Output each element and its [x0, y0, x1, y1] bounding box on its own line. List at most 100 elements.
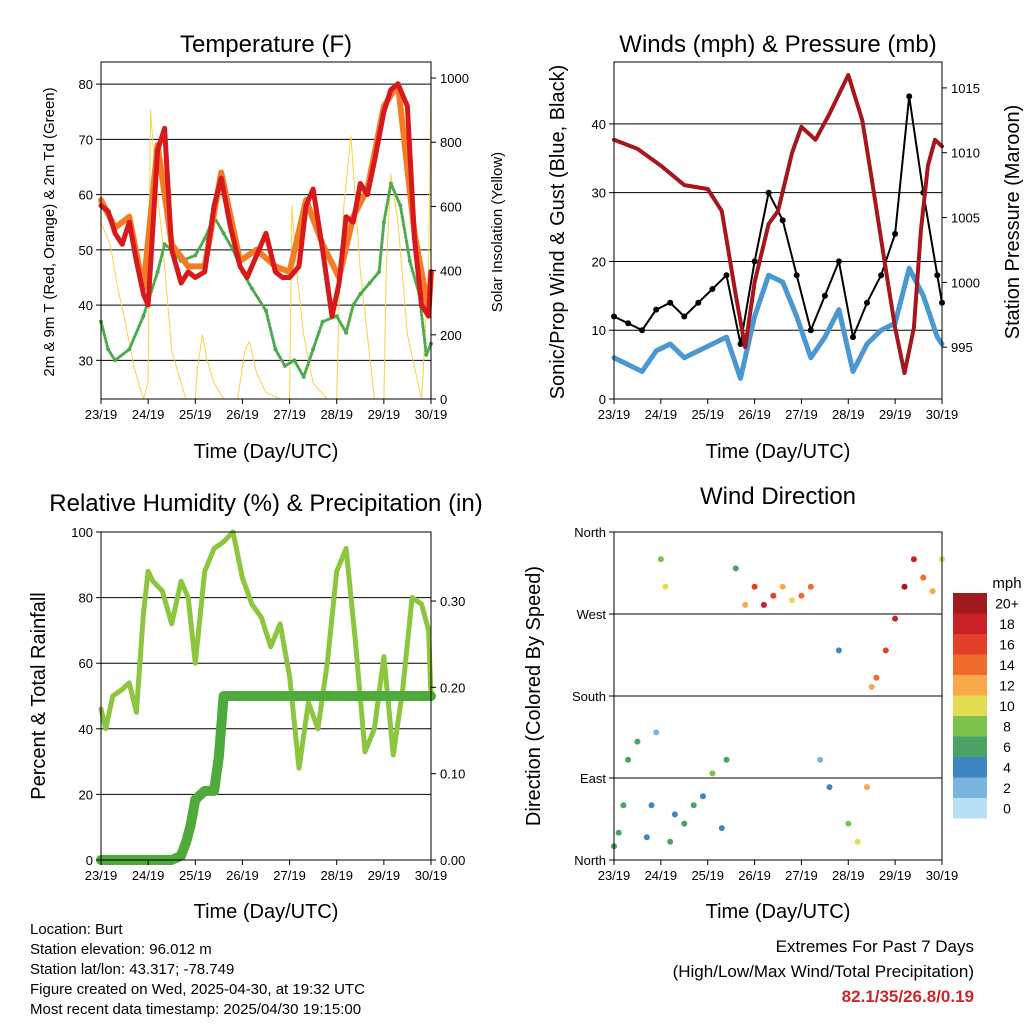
humidity-ylabel-left: Percent & Total Rainfall: [28, 592, 50, 800]
dewpoint-point: [358, 292, 363, 296]
humidity-x-tick-label: 27/19: [273, 868, 306, 883]
direction-gridlines: [614, 531, 942, 861]
direction-x-tick-label: 27/19: [785, 868, 818, 883]
speed-legend-swatch: [953, 798, 987, 819]
extremes-block: Extremes For Past 7 Days (High/Low/Max W…: [673, 934, 974, 1009]
winds-plot-area: [611, 73, 945, 381]
winds-x-tick-label: 23/19: [598, 407, 631, 422]
station-elevation: Station elevation: 96.012 m: [30, 941, 212, 958]
temperature-y-tick-label: 30: [79, 353, 93, 368]
wind-direction-point: [657, 556, 664, 563]
dewpoint-point: [388, 181, 393, 186]
wind-direction-point: [817, 756, 824, 763]
humidity-x-tick-label: 28/19: [320, 868, 353, 883]
wind-direction-point: [789, 597, 796, 604]
wind-direction-point: [901, 583, 908, 590]
temperature-x-tick-label: 24/19: [132, 407, 165, 422]
winds-y2-tick-label: 1010: [951, 146, 980, 161]
dewpoint-point: [202, 236, 207, 241]
direction-x-tick-label: 30/19: [926, 868, 959, 883]
temperature-x-tick-label: 28/19: [320, 407, 353, 422]
wind-gust-point: [878, 272, 885, 279]
winds-ylabel-left: Sonic/Prop Wind & Gust (Blue, Black): [547, 65, 569, 400]
temperature-y2-tick-label: 400: [440, 264, 462, 279]
wind-gust-point: [723, 272, 730, 279]
dewpoint-point: [377, 269, 382, 274]
temperature-y2-tick-label: 800: [440, 135, 462, 150]
dewpoint-point: [407, 258, 412, 263]
speed-legend-label: 16: [999, 636, 1015, 652]
dewpoint-point: [320, 319, 325, 324]
dewpoint-point: [249, 286, 254, 291]
dewpoint-point: [292, 358, 297, 363]
humidity-ticks: 0 20 40 60 80 100 0.00 0.10 0.20 0.30 23/19 24/19 25…: [71, 525, 465, 883]
temperature-y-tick-label: 80: [79, 77, 93, 92]
winds-y-tick-label: 20: [592, 254, 606, 269]
wind-gust-point: [835, 258, 842, 265]
humidity-y-tick-label: 80: [79, 591, 93, 606]
wind-gust-point: [934, 272, 941, 279]
speed-legend-swatch: [953, 757, 987, 778]
winds-x-tick-label: 26/19: [738, 407, 771, 422]
dewpoint-point: [106, 347, 111, 352]
speed-legend-swatch: [953, 634, 987, 655]
humidity-y-tick-label: 60: [79, 656, 93, 671]
extremes-heading: Extremes For Past 7 Days: [775, 937, 974, 956]
wind-direction-point: [845, 820, 852, 827]
humidity-frame: [100, 531, 432, 861]
humidity-title: Relative Humidity (%) & Precipitation (i…: [49, 490, 482, 517]
winds-y2-tick-label: 995: [951, 340, 973, 355]
dewpoint-point: [351, 303, 356, 308]
pressure-line: [612, 73, 944, 376]
humidity-y2-tick-label: 0.30: [440, 594, 465, 609]
wind-direction-point: [718, 825, 725, 832]
wind-gust-point: [737, 341, 744, 347]
winds-y-tick-label: 40: [592, 117, 606, 132]
humidity-x-tick-label: 26/19: [226, 868, 259, 883]
wind-direction-point: [770, 592, 777, 599]
temperature-x-tick-label: 27/19: [273, 407, 306, 422]
winds-x-tick-label: 25/19: [691, 407, 724, 422]
winds-y-tick-label: 10: [592, 323, 606, 338]
speed-legend-label: 18: [999, 616, 1015, 632]
speed-legend-title: mph: [992, 575, 1021, 592]
humidity-y2-tick-label: 0.00: [440, 853, 465, 868]
humidity-plot-area: [96, 529, 436, 865]
direction-y-tick-label: West: [577, 607, 607, 622]
wind-direction-point: [681, 820, 688, 827]
wind-direction-point: [760, 601, 767, 608]
humidity-x-tick-label: 24/19: [132, 868, 165, 883]
dewpoint-point: [334, 314, 339, 319]
humidity-y-tick-label: 0: [86, 853, 93, 868]
wind-direction-point: [620, 802, 627, 809]
temperature-xlabel: Time (Day/UTC): [194, 441, 339, 463]
dewpoint-point: [273, 347, 278, 352]
winds-frame: [613, 61, 943, 400]
winds-x-tick-label: 24/19: [645, 407, 678, 422]
winds-y2-tick-label: 1005: [951, 211, 980, 226]
dewpoint-point: [141, 314, 146, 319]
temperature-panel: Temperature (F) 304050607080020040060080…: [41, 31, 506, 463]
wind-direction-point: [653, 729, 660, 736]
wind-direction-point: [779, 583, 786, 590]
temperature-y-tick-label: 70: [79, 132, 93, 147]
winds-xlabel: Time (Day/UTC): [706, 441, 851, 463]
wind-gust-point: [864, 299, 870, 306]
station-latlon: Station lat/lon: 43.317; -78.749: [30, 961, 235, 978]
direction-panel: Wind Direction NorthEastSouthWestNorth23…: [523, 483, 1022, 923]
speed-legend-label: 10: [999, 698, 1015, 714]
wind-direction-point: [826, 784, 833, 791]
winds-x-tick-label: 29/19: [879, 407, 912, 422]
direction-x-tick-label: 24/19: [645, 868, 678, 883]
wind-direction-point: [723, 756, 730, 763]
winds-panel: Winds (mph) & Pressure (mb) 0 10 20 30 40 995…: [547, 31, 1024, 463]
temperature-ylabel-left: 2m & 9m T (Red, Orange) & 2m Td (Green): [41, 87, 58, 376]
humidity-x-tick-label: 23/19: [85, 868, 118, 883]
speed-legend-swatch: [953, 613, 987, 634]
wind-direction-point: [742, 601, 749, 608]
wind-gust-point: [793, 272, 800, 279]
direction-title: Wind Direction: [700, 483, 856, 510]
direction-x-tick-label: 28/19: [832, 868, 865, 883]
